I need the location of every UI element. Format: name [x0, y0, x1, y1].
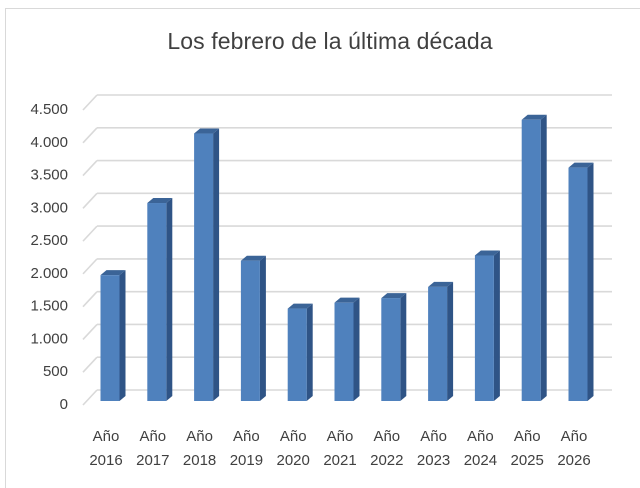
gridline-depth [82, 94, 98, 111]
gridline-depth [82, 356, 98, 373]
x-tick-label-year: 2020 [277, 452, 310, 469]
gridline-depth [82, 192, 98, 209]
x-tick-label-year-prefix: Año [233, 428, 260, 445]
y-tick-label: 1.000 [30, 330, 68, 347]
x-tick-label-year: 2021 [323, 452, 356, 469]
x-tick-label-year-prefix: Año [139, 428, 166, 445]
y-tick-label: 1.500 [30, 298, 68, 315]
x-tick-label-year: 2017 [136, 452, 169, 469]
x-tick-label-year: 2025 [511, 452, 544, 469]
gridline-depth [82, 389, 98, 406]
x-tick-label-year: 2024 [464, 452, 497, 469]
bar [428, 281, 454, 401]
bars [100, 114, 594, 402]
y-tick-label: 3.000 [30, 199, 68, 216]
bar [287, 303, 313, 401]
chart-title: Los febrero de la última década [167, 28, 493, 54]
x-tick-label-year-prefix: Año [186, 428, 213, 445]
y-tick-label: 2.000 [30, 265, 68, 282]
gridline-depth [82, 323, 98, 340]
x-tick-label-year-prefix: Año [420, 428, 447, 445]
x-tick-label-year-prefix: Año [93, 428, 120, 445]
bar [521, 114, 547, 402]
x-tick-label-year: 2026 [557, 452, 590, 469]
x-axis-labels: Año 2016 Año 2017 Año 2018 Año 2019 Año 2020 Año 20… [89, 428, 590, 469]
gridline-depth [82, 127, 98, 144]
x-tick-label-year-prefix: Año [327, 428, 354, 445]
bar [100, 270, 126, 401]
y-axis-labels: 0 500 1.000 1.500 2.000 2.500 3.000 3.500 4.000 4… [30, 101, 68, 413]
gridline-depth [82, 160, 98, 177]
y-tick-label: 4.500 [30, 101, 68, 118]
x-tick-label-year-prefix: Año [373, 428, 400, 445]
x-tick-label-year: 2016 [89, 452, 122, 469]
bar [568, 162, 594, 401]
gridline-depth [82, 291, 98, 308]
y-tick-label: 500 [43, 363, 68, 380]
y-tick-label: 3.500 [30, 167, 68, 184]
bar [147, 198, 173, 401]
bar [194, 128, 220, 402]
y-tick-label: 2.500 [30, 232, 68, 249]
bar [381, 293, 407, 401]
x-tick-label-year-prefix: Año [467, 428, 494, 445]
x-tick-label-year: 2018 [183, 452, 216, 469]
y-tick-label: 4.000 [30, 134, 68, 151]
bar [240, 255, 266, 401]
gridline-depth [82, 258, 98, 275]
bar [474, 250, 500, 401]
x-tick-label-year: 2023 [417, 452, 450, 469]
gridline-depth [82, 225, 98, 242]
x-tick-label-year-prefix: Año [561, 428, 588, 445]
x-tick-label-year-prefix: Año [280, 428, 307, 445]
x-tick-label-year: 2022 [370, 452, 403, 469]
x-tick-label-year-prefix: Año [514, 428, 541, 445]
y-tick-label: 0 [60, 396, 68, 413]
chart-frame [5, 8, 640, 488]
bar [334, 297, 360, 401]
x-tick-label-year: 2019 [230, 452, 263, 469]
